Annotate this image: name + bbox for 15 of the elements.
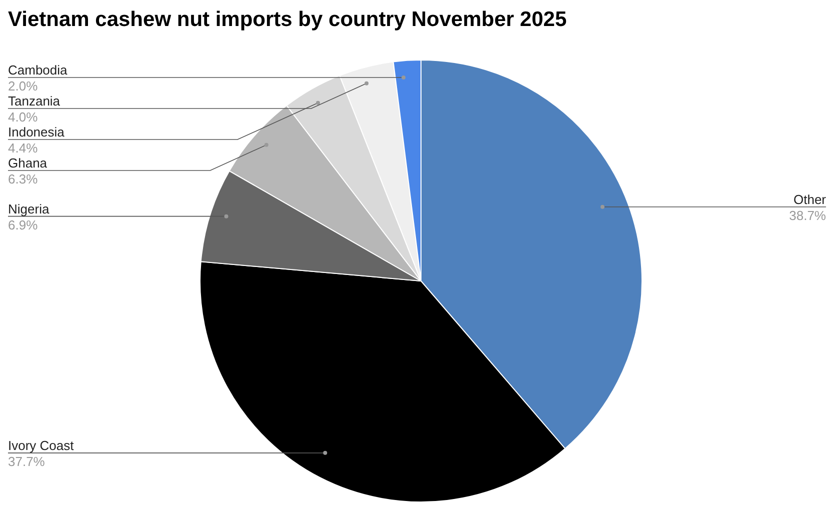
data-label: 4.4% [8, 140, 38, 156]
slice-label: Ivory Coast [8, 438, 74, 453]
data-label: 38.7% [789, 208, 826, 223]
slice-label: Tanzania [8, 93, 61, 108]
slice-label: Ghana [8, 155, 48, 170]
data-label: 2.0% [8, 78, 38, 94]
slice-label: Indonesia [8, 124, 66, 140]
data-label: 4.0% [8, 109, 38, 124]
data-label: 37.7% [8, 454, 46, 469]
data-label: 6.9% [8, 217, 38, 232]
data-label: 6.3% [8, 171, 38, 186]
slice-label: Other [793, 192, 827, 207]
chart-title: Vietnam cashew nut imports by country November 2025 [8, 8, 567, 32]
slice-label: Nigeria [8, 201, 50, 216]
slice-label: Cambodia [8, 62, 68, 78]
